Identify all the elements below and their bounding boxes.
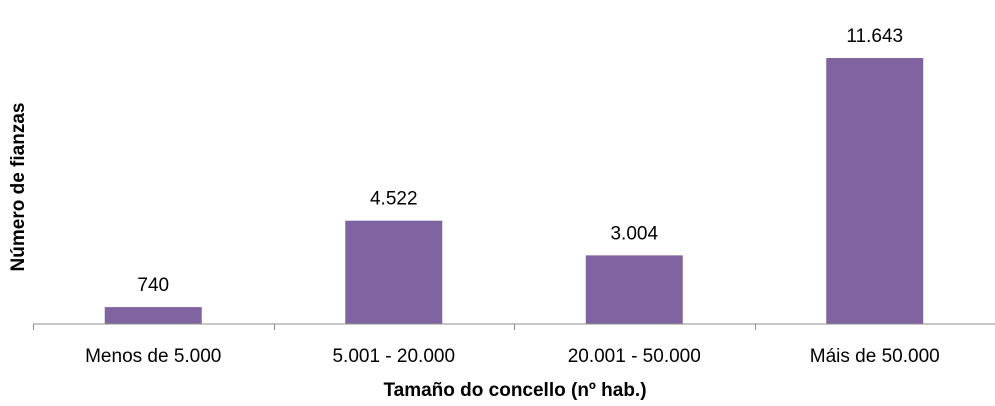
data-label-4: 11.643 xyxy=(846,26,903,47)
data-label-3: 3.004 xyxy=(610,223,658,244)
bars-group xyxy=(104,58,924,324)
bar-1 xyxy=(104,307,202,324)
data-label-1: 740 xyxy=(137,275,169,296)
bar-4 xyxy=(826,58,924,324)
bar-3 xyxy=(585,255,683,324)
x-tick-label-4: Máis de 50.000 xyxy=(810,346,940,367)
x-axis-title: Tamaño do concello (nº hab.) xyxy=(383,380,646,401)
x-tick-labels-group: Menos de 5.000 5.001 - 20.000 20.001 - 50.… xyxy=(85,346,940,367)
x-tick-label-1: Menos de 5.000 xyxy=(85,346,221,367)
y-axis-title: Número de fianzas xyxy=(8,103,29,272)
x-axis xyxy=(33,323,995,330)
bar-2 xyxy=(345,220,443,324)
x-tick-label-3: 20.001 - 50.000 xyxy=(568,346,701,367)
x-tick-label-2: 5.001 - 20.000 xyxy=(332,346,455,367)
data-labels-group: 740 4.522 3.004 11.643 xyxy=(137,26,903,296)
data-label-2: 4.522 xyxy=(370,189,418,210)
